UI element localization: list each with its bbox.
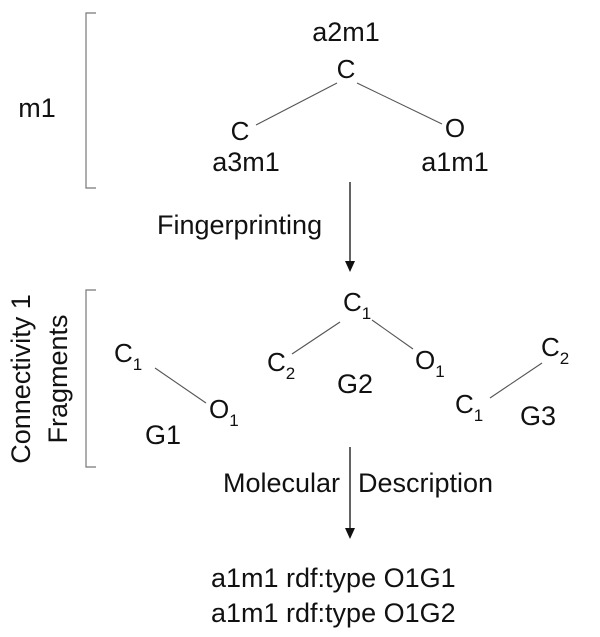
- atom-left: C: [231, 116, 250, 146]
- bond-center-right: [356, 82, 443, 125]
- fragments-label-line2: Fragments: [43, 314, 73, 443]
- atom-right: O: [445, 113, 465, 143]
- description-label-part2: Description: [358, 468, 493, 498]
- triple-2: a1m1 rdf:type O1G2: [211, 598, 456, 628]
- fragments-label-line1-group: Connectivity 1: [6, 294, 36, 464]
- atom-center: C: [337, 54, 356, 84]
- fragment-g3: C2 C1 G3: [455, 332, 569, 431]
- atom-id-center: a2m1: [312, 17, 380, 47]
- description-arrowhead: [345, 528, 355, 539]
- description-label-part1: Molecular: [223, 468, 340, 498]
- bond-center-left: [255, 82, 338, 126]
- g2-name: G2: [337, 369, 373, 399]
- g3-atom-c2: C2: [541, 332, 569, 368]
- atom-id-right: a1m1: [421, 147, 489, 177]
- g1-bond: [154, 367, 207, 404]
- g1-name: G1: [145, 420, 181, 450]
- g2-atom-c-top: C1: [343, 287, 371, 323]
- m1-bracket: [85, 12, 96, 189]
- g1-atom-o: O1: [209, 394, 239, 430]
- g2-atom-o-right: O1: [415, 345, 445, 381]
- g3-name: G3: [520, 401, 556, 431]
- fragments-label-line1: Connectivity 1: [6, 294, 36, 464]
- triple-1: a1m1 rdf:type O1G1: [211, 563, 456, 593]
- fragments-label-line2-group: Fragments: [43, 314, 73, 443]
- g1-atom-c: C1: [114, 338, 142, 374]
- g2-bond-right: [371, 319, 414, 350]
- fingerprinting-arrowhead: [345, 261, 355, 272]
- fragments-bracket: [85, 289, 96, 468]
- g2-atom-c-left: C2: [267, 347, 295, 383]
- atom-id-left: a3m1: [212, 147, 280, 177]
- g3-bond: [489, 362, 543, 399]
- g2-bond-left: [291, 321, 341, 355]
- fragment-g1: C1 O1 G1: [114, 338, 239, 450]
- fingerprinting-label: Fingerprinting: [157, 210, 322, 240]
- fragment-g2: C1 C2 O1 G2: [267, 287, 445, 399]
- molecule-label: m1: [18, 93, 56, 123]
- g3-atom-c1: C1: [455, 389, 483, 425]
